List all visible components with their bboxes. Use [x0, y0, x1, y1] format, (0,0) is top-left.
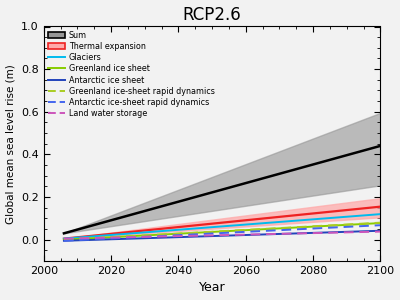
X-axis label: Year: Year — [199, 281, 225, 294]
Legend: Sum, Thermal expansion, Glaciers, Greenland ice sheet, Antarctic ice sheet, Gree: Sum, Thermal expansion, Glaciers, Greenl… — [46, 29, 216, 120]
Title: RCP2.6: RCP2.6 — [183, 6, 242, 24]
Y-axis label: Global mean sea level rise (m): Global mean sea level rise (m) — [6, 64, 16, 224]
